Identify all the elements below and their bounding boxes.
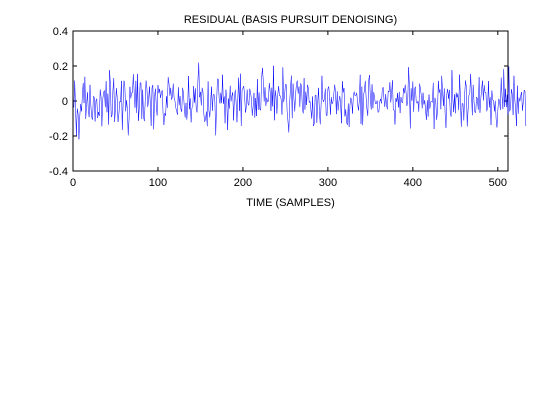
y-tick-label: 0.4: [53, 26, 68, 38]
axis-tick-labels: 0 100 200 300 400 500 -0.4 -0.2 0 0.2 0.4: [49, 26, 507, 189]
x-tick-label: 100: [149, 177, 167, 189]
x-tick-label: 200: [234, 177, 252, 189]
x-tick-label: 400: [404, 177, 422, 189]
y-tick-label: -0.2: [49, 131, 68, 143]
x-tick-label: 300: [319, 177, 337, 189]
x-tick-label: 500: [489, 177, 507, 189]
residual-series-line: [73, 62, 527, 140]
y-tick-label: 0.2: [53, 61, 68, 73]
x-tick-label: 0: [70, 177, 76, 189]
chart-title: RESIDUAL (BASIS PURSUIT DENOISING): [184, 14, 397, 26]
y-tick-label: 0: [62, 96, 68, 108]
x-axis-label: TIME (SAMPLES): [246, 197, 335, 209]
y-tick-label: -0.4: [49, 166, 68, 178]
